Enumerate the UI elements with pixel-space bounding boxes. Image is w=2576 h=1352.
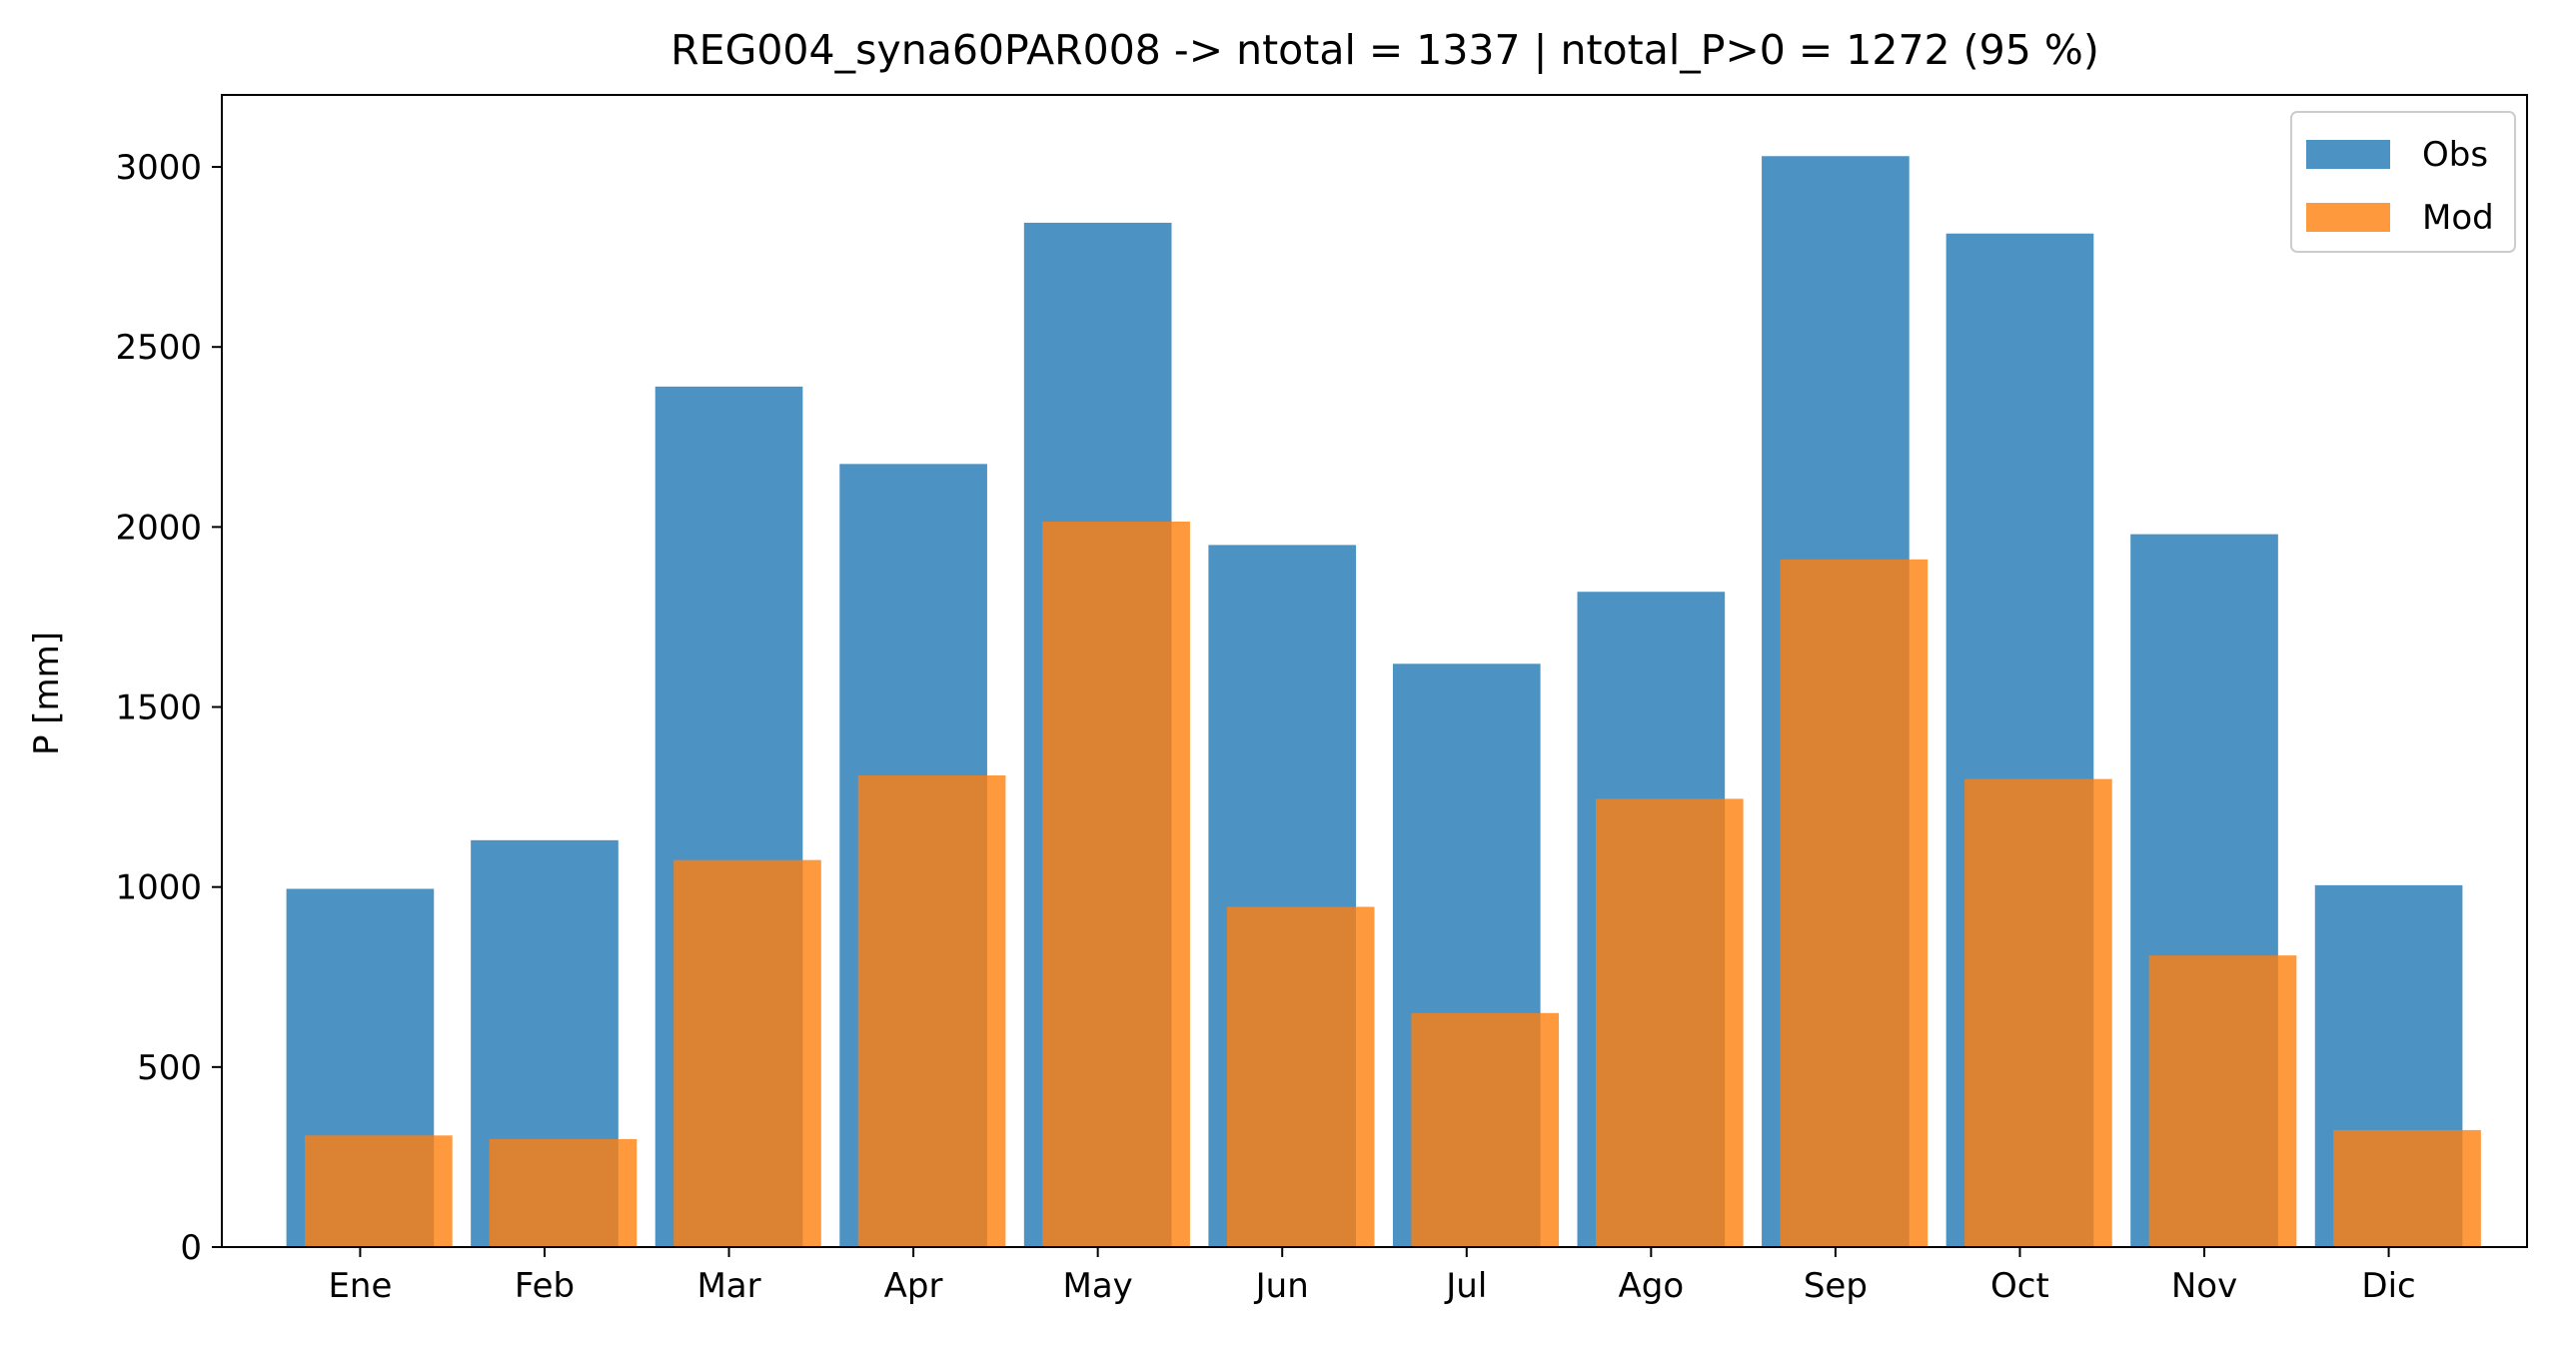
bar-mod-apr bbox=[857, 774, 1006, 1247]
bar-mod-dic bbox=[2333, 1129, 2481, 1247]
legend-swatch-mod bbox=[2306, 203, 2390, 232]
x-tick-label: Dic bbox=[2361, 1266, 2415, 1306]
chart-title: REG004_syna60PAR008 -> ntotal = 1337 | n… bbox=[670, 26, 2099, 74]
x-tick-label: Jun bbox=[1254, 1266, 1309, 1306]
legend: Obs Mod bbox=[2290, 111, 2516, 253]
bar-mod-nov bbox=[2148, 955, 2297, 1247]
y-tick-label: 3000 bbox=[115, 148, 202, 188]
bar-mod-may bbox=[1042, 521, 1190, 1247]
legend-label-mod: Mod bbox=[2422, 198, 2494, 238]
x-tick-label: Nov bbox=[2171, 1266, 2237, 1306]
x-tick-label: Oct bbox=[1990, 1266, 2049, 1306]
y-tick-label: 2000 bbox=[115, 508, 202, 548]
legend-label-obs: Obs bbox=[2422, 135, 2488, 175]
legend-swatch-obs bbox=[2306, 140, 2390, 169]
y-tick-label: 2500 bbox=[115, 328, 202, 368]
x-tick-label: Feb bbox=[515, 1266, 575, 1306]
axes-layer: 0 500 1000 1500 2000 2500 3000 Ene Feb Mar Apr May J… bbox=[115, 94, 2528, 1306]
bar-mod-jun bbox=[1226, 906, 1375, 1247]
bar-mod-feb bbox=[489, 1138, 638, 1247]
x-tick-label: May bbox=[1063, 1266, 1133, 1306]
bars-layer bbox=[286, 156, 2481, 1248]
x-tick-label: Jul bbox=[1444, 1266, 1487, 1306]
x-tick-label: Ago bbox=[1619, 1266, 1685, 1306]
bar-mod-ene bbox=[305, 1135, 453, 1247]
x-tick-label: Mar bbox=[696, 1266, 760, 1306]
y-tick-label: 1000 bbox=[115, 868, 202, 908]
series-mod bbox=[305, 521, 2481, 1247]
bar-mod-ago bbox=[1595, 798, 1744, 1247]
y-axis-label: P [mm] bbox=[27, 632, 67, 755]
bar-mod-oct bbox=[1964, 778, 2112, 1247]
plot-frame bbox=[221, 94, 2528, 1248]
x-tick-label: Sep bbox=[1804, 1266, 1868, 1306]
bar-mod-jul bbox=[1411, 1012, 1560, 1247]
x-tick-label: Ene bbox=[328, 1266, 392, 1306]
bar-mod-sep bbox=[1780, 559, 1929, 1247]
x-tick-label: Apr bbox=[884, 1266, 943, 1306]
y-tick-label: 500 bbox=[137, 1048, 202, 1088]
y-tick-label: 1500 bbox=[115, 688, 202, 728]
y-tick-label: 0 bbox=[180, 1228, 202, 1268]
bar-mod-mar bbox=[673, 859, 821, 1247]
